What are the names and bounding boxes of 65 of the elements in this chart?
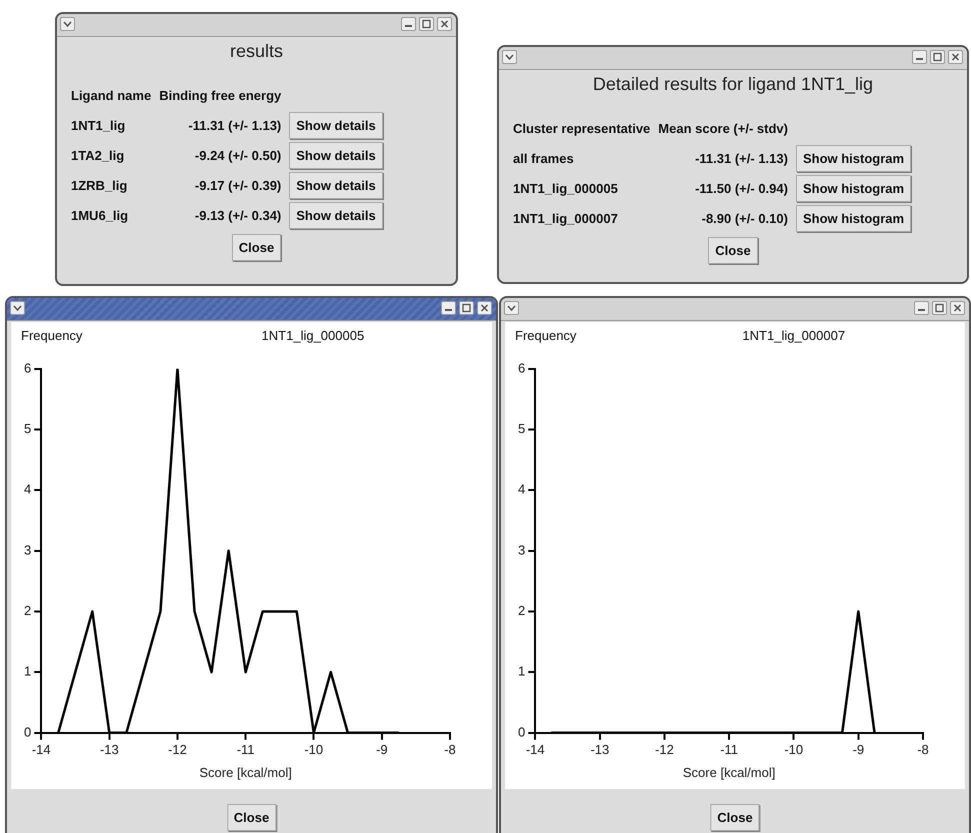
text: results: [228, 41, 284, 62]
x-tick-label: -8: [444, 742, 456, 758]
text: -11.31 (+/- 1.13): [695, 150, 788, 166]
text: Show histogram: [796, 174, 912, 202]
text: Mean score (+/- stdv): [657, 120, 789, 138]
category-label: 1NT1_lig_000005: [512, 180, 619, 198]
x-axis-title: Score [kcal/mol]: [199, 764, 292, 780]
y-tick-label: 6: [24, 360, 32, 376]
x-tick-label: -8: [917, 742, 929, 758]
text: Show details: [289, 172, 383, 198]
x-tick-label: -9: [852, 742, 864, 758]
y-tick-label: 4: [24, 482, 32, 497]
x-tick-label: -13: [100, 742, 119, 758]
text: Close: [710, 804, 760, 831]
x-axis-title: Score [kcal/mol]: [682, 764, 776, 780]
chart-title: 1NT1_lig_000007: [742, 328, 846, 343]
text: Show histogram: [796, 204, 912, 232]
y-axis-title: Frequency: [515, 328, 576, 343]
y-tick-label: 2: [518, 603, 526, 618]
x-tick-label: -10: [304, 742, 324, 758]
x-tick-label: -14: [32, 742, 51, 758]
x-tick-label: -9: [376, 742, 388, 758]
text: -8.90 (+/- 0.10): [702, 210, 788, 226]
y-tick-label: 3: [518, 542, 526, 558]
category-label: 1ZRB_lig: [70, 176, 128, 195]
text: -9.17 (+/- 0.39): [194, 178, 282, 192]
text: Ligand name: [70, 86, 152, 105]
y-tick-label: 0: [24, 724, 32, 740]
text: Close: [708, 237, 758, 264]
x-tick-label: -11: [236, 742, 255, 758]
text: Show histogram: [796, 144, 912, 172]
y-tick-label: 5: [518, 421, 526, 436]
text: Show details: [289, 142, 383, 168]
y-axis-title: Frequency: [21, 328, 82, 343]
y-tick-label: 3: [24, 542, 32, 558]
category-label: all frames: [512, 150, 575, 168]
text: -11.50 (+/- 0.94): [695, 180, 788, 196]
y-tick-label: 2: [24, 603, 32, 618]
text: Cluster representative: [512, 120, 652, 138]
text: Show details: [289, 202, 383, 228]
y-tick-label: 4: [518, 482, 526, 497]
category-label: 1TA2_lig: [70, 146, 126, 165]
y-tick-label: 1: [24, 664, 32, 679]
x-tick-label: -12: [655, 742, 674, 758]
y-tick-label: 5: [24, 421, 32, 436]
text: Detailed results for ligand 1NT1_lig: [592, 74, 874, 95]
category-label: 1NT1_lig_000007: [512, 210, 619, 228]
text: Binding free energy: [158, 86, 282, 105]
text: -11.31 (+/- 1.13): [188, 118, 282, 132]
x-tick-label: -12: [168, 742, 187, 758]
y-tick-label: 6: [518, 360, 526, 376]
x-tick-label: -10: [784, 742, 804, 758]
y-tick-label: 1: [518, 664, 526, 679]
x-tick-label: -13: [590, 742, 610, 758]
x-tick-label: -14: [526, 742, 545, 758]
text: Close: [232, 234, 282, 261]
chart-title: 1NT1_lig_000005: [262, 328, 364, 343]
text: Close: [226, 804, 276, 831]
text: Show details: [289, 112, 383, 138]
x-tick-label: -11: [720, 742, 738, 758]
y-tick-label: 0: [518, 724, 526, 740]
text: -9.24 (+/- 0.50): [194, 148, 282, 162]
category-label: 1NT1_lig: [70, 116, 126, 135]
text: -9.13 (+/- 0.34): [194, 208, 282, 222]
category-label: 1MU6_lig: [70, 206, 130, 225]
